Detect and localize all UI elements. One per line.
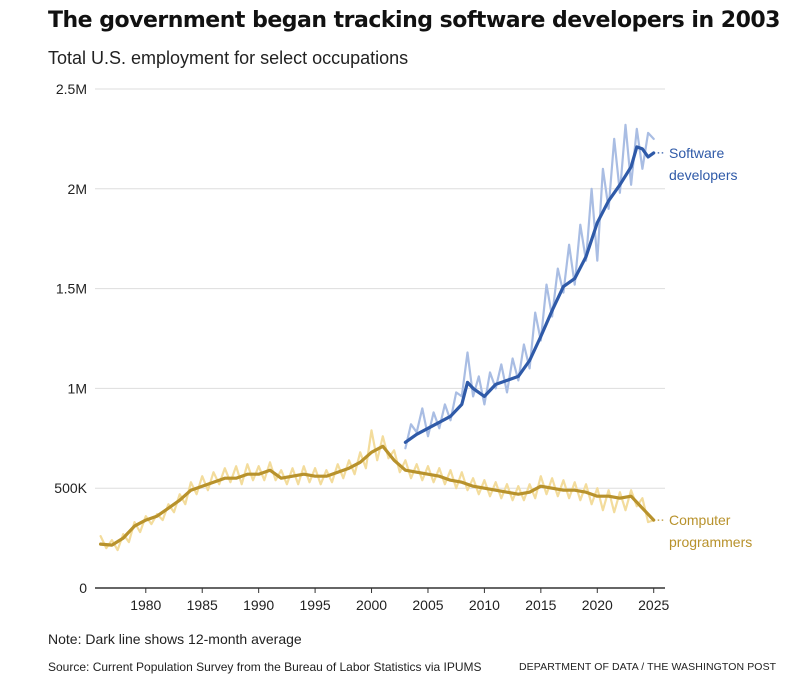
chart-credit: DEPARTMENT OF DATA / THE WASHINGTON POST xyxy=(519,661,777,673)
y-tick-label: 1M xyxy=(68,380,87,396)
computer-programmers-label: programmers xyxy=(669,534,752,550)
x-tick-label: 2005 xyxy=(412,597,443,613)
software-developers-monthly-line xyxy=(404,123,655,450)
computer-programmers-label: Computer xyxy=(669,512,731,528)
line-chart: 0 500K 1M 1.5M 2M 2.5M 1980 1985 1990 1995 2000 200… xyxy=(54,81,752,613)
software-developers-average-line xyxy=(403,145,656,444)
chart-source: Source: Current Population Survey from t… xyxy=(48,660,482,674)
computer-programmers-average-line xyxy=(99,444,656,547)
x-tick-label: 2020 xyxy=(582,597,613,613)
y-tick-label: 500K xyxy=(54,480,87,496)
chart-note: Note: Dark line shows 12-month average xyxy=(48,631,302,647)
x-tick-label: 2010 xyxy=(469,597,500,613)
software-developers-label: Software xyxy=(669,145,724,161)
y-tick-label: 1.5M xyxy=(56,281,87,297)
x-tick-label: 1990 xyxy=(243,597,274,613)
x-tick-label: 2000 xyxy=(356,597,387,613)
x-tick-label: 1985 xyxy=(187,597,218,613)
x-tick-label: 2015 xyxy=(525,597,556,613)
chart-subtitle: Total U.S. employment for select occupat… xyxy=(48,48,409,68)
y-tick-label: 0 xyxy=(79,580,87,596)
y-tick-label: 2M xyxy=(68,181,87,197)
x-tick-label: 1980 xyxy=(130,597,161,613)
computer-programmers-monthly-line xyxy=(99,429,655,552)
x-tick-label: 1995 xyxy=(300,597,331,613)
x-tick-label: 2025 xyxy=(638,597,669,613)
software-developers-label: developers xyxy=(669,167,738,183)
y-tick-label: 2.5M xyxy=(56,81,87,97)
chart-title: The government began tracking software d… xyxy=(48,8,781,33)
